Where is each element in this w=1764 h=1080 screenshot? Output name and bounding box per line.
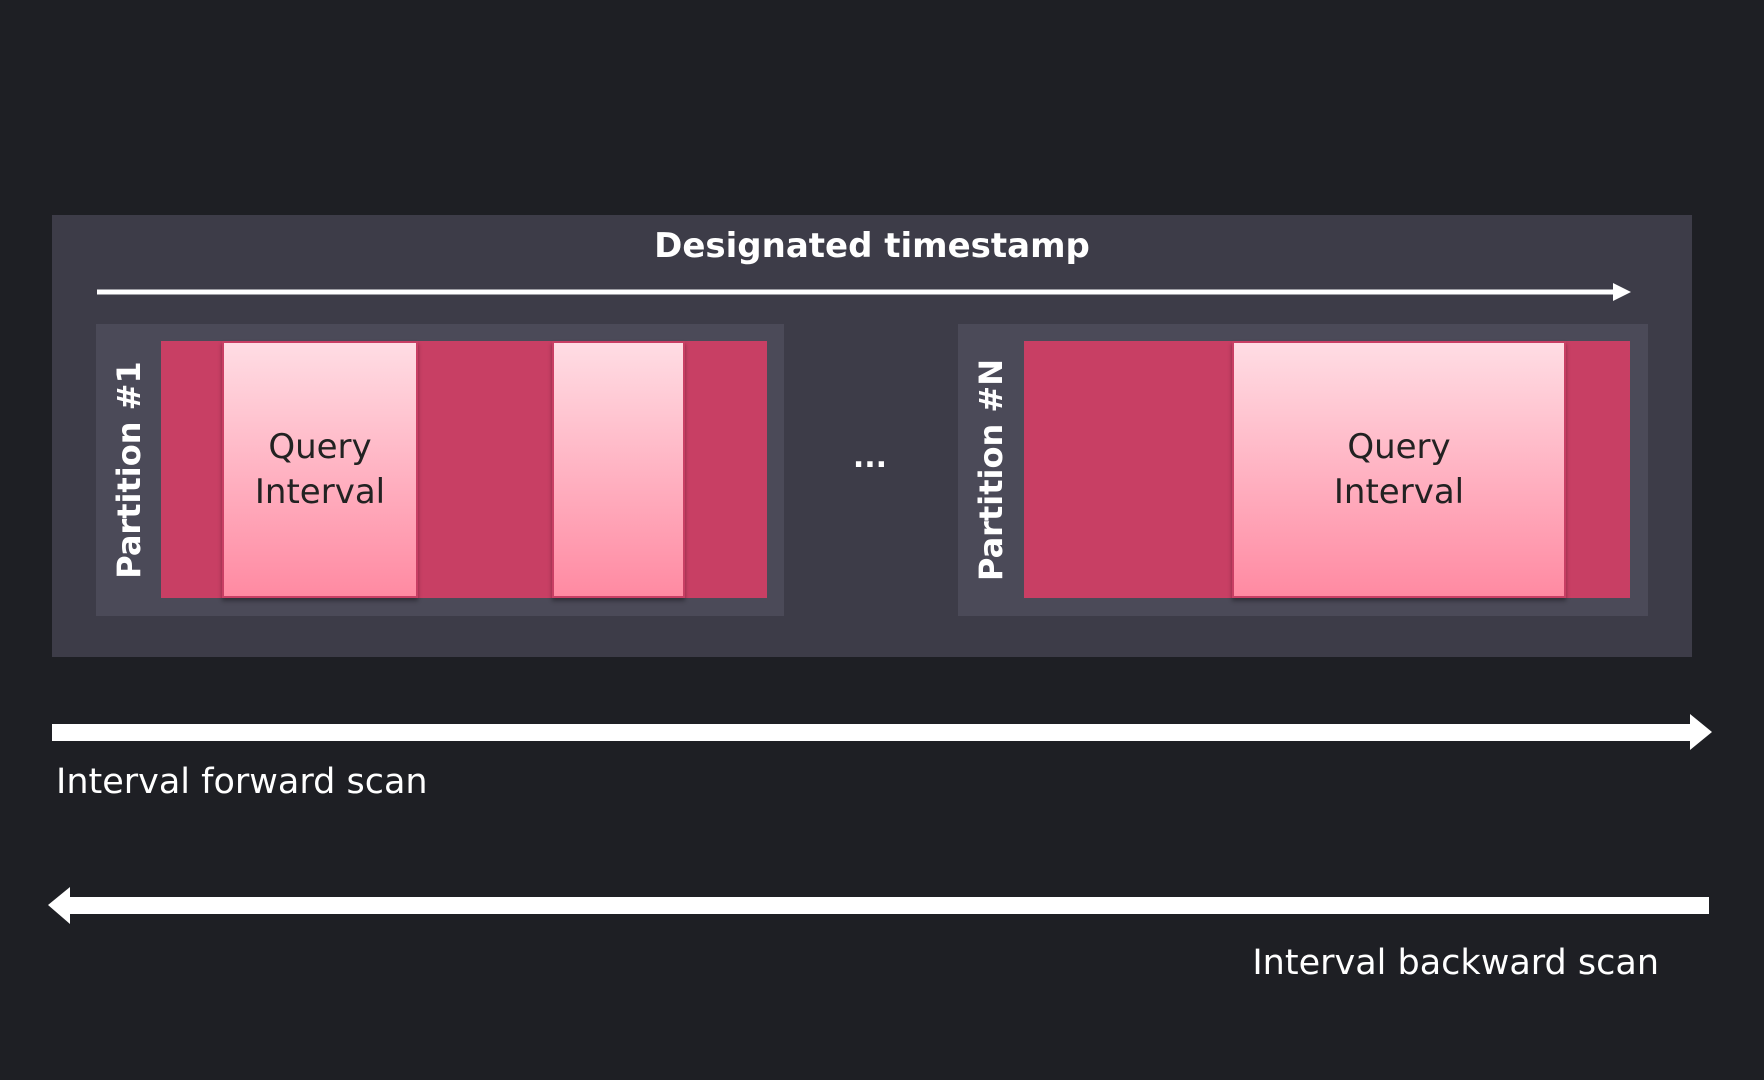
- query-interval-text: Query: [1347, 427, 1451, 468]
- forward-scan-arrow: [52, 714, 1712, 750]
- query-interval: Query Interval: [222, 341, 418, 598]
- partition-1-label: Partition #1: [110, 361, 148, 579]
- query-interval: [552, 341, 685, 598]
- backward-scan-label: Interval backward scan: [1252, 943, 1659, 983]
- forward-scan-label: Interval forward scan: [56, 762, 428, 802]
- backward-scan-arrow: [48, 887, 1709, 924]
- partition-n-label: Partition #N: [972, 359, 1010, 581]
- diagram-title: Designated timestamp: [654, 226, 1090, 266]
- query-interval-text: Interval: [254, 471, 386, 512]
- query-interval: Query Interval: [1232, 341, 1566, 598]
- query-interval-text: Interval: [1333, 471, 1465, 512]
- query-interval-text: Query: [268, 427, 372, 468]
- timestamp-arrow: [97, 283, 1631, 301]
- ellipsis: ...: [852, 440, 888, 475]
